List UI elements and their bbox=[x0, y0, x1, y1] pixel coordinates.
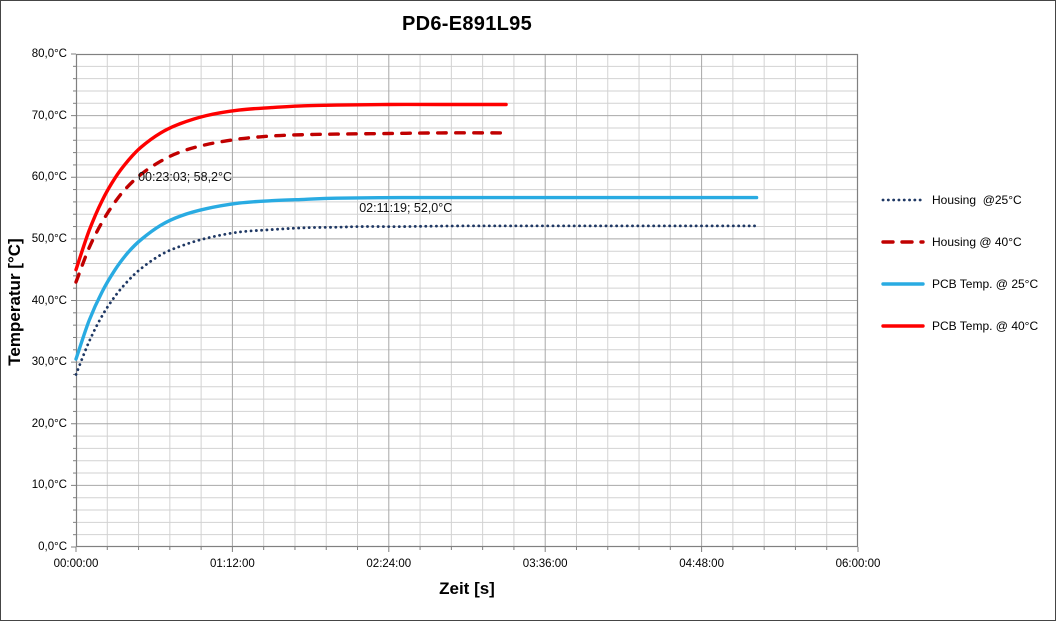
x-tick-label: 01:12:00 bbox=[210, 558, 255, 570]
y-tick-label: 50,0°C bbox=[31, 232, 67, 245]
x-tick-label: 03:36:00 bbox=[522, 558, 568, 570]
x-axis-title: Zeit [s] bbox=[439, 579, 495, 598]
data-point-annotation: 02:11:19; 52,0°C bbox=[359, 200, 453, 215]
legend: Housing @25°C Housing @ 40°C PCB Temp. @ 2… bbox=[881, 186, 1053, 354]
legend-label: PCB Temp. @ 40°C bbox=[932, 319, 1039, 333]
legend-label: Housing @25°C bbox=[932, 193, 1022, 207]
legend-line-sample-dashed bbox=[881, 240, 925, 244]
legend-item-housing25: Housing @25°C bbox=[881, 186, 1053, 214]
y-tick-label: 20,0°C bbox=[31, 417, 67, 430]
y-tick-label: 70,0°C bbox=[31, 109, 67, 122]
series-pcb25 bbox=[74, 195, 759, 361]
x-tick-label: 00:00:00 bbox=[53, 558, 99, 570]
series-pcb40 bbox=[74, 102, 508, 272]
legend-label: PCB Temp. @ 25°C bbox=[932, 277, 1039, 291]
legend-line-sample-dotted bbox=[881, 198, 925, 202]
x-tick-label: 06:00:00 bbox=[835, 558, 881, 570]
legend-item-pcb40: PCB Temp. @ 40°C bbox=[881, 312, 1053, 340]
plot-area bbox=[71, 53, 859, 552]
x-tick-label: 02:24:00 bbox=[366, 558, 412, 570]
y-tick-label: 0,0°C bbox=[38, 541, 67, 553]
legend-item-housing40: Housing @ 40°C bbox=[881, 228, 1053, 256]
series-housing40 bbox=[74, 131, 508, 284]
chart-title: PD6-E891L95 bbox=[401, 13, 533, 35]
legend-label: Housing @ 40°C bbox=[932, 235, 1022, 249]
x-tick-label: 04:48:00 bbox=[679, 558, 724, 570]
series-housing25 bbox=[74, 224, 757, 376]
plot-border bbox=[75, 53, 859, 548]
y-tick-label: 10,0°C bbox=[31, 479, 67, 492]
y-tick-label: 80,0°C bbox=[31, 48, 67, 60]
legend-line-sample-solid bbox=[881, 282, 925, 286]
legend-line-sample-solid bbox=[881, 324, 925, 328]
data-point-annotation: 00:23:03; 58,2°C bbox=[138, 170, 233, 185]
y-tick-label: 60,0°C bbox=[31, 171, 67, 184]
legend-item-pcb25: PCB Temp. @ 25°C bbox=[881, 270, 1053, 298]
y-tick-label: 30,0°C bbox=[31, 356, 67, 369]
y-tick-label: 40,0°C bbox=[31, 294, 67, 307]
